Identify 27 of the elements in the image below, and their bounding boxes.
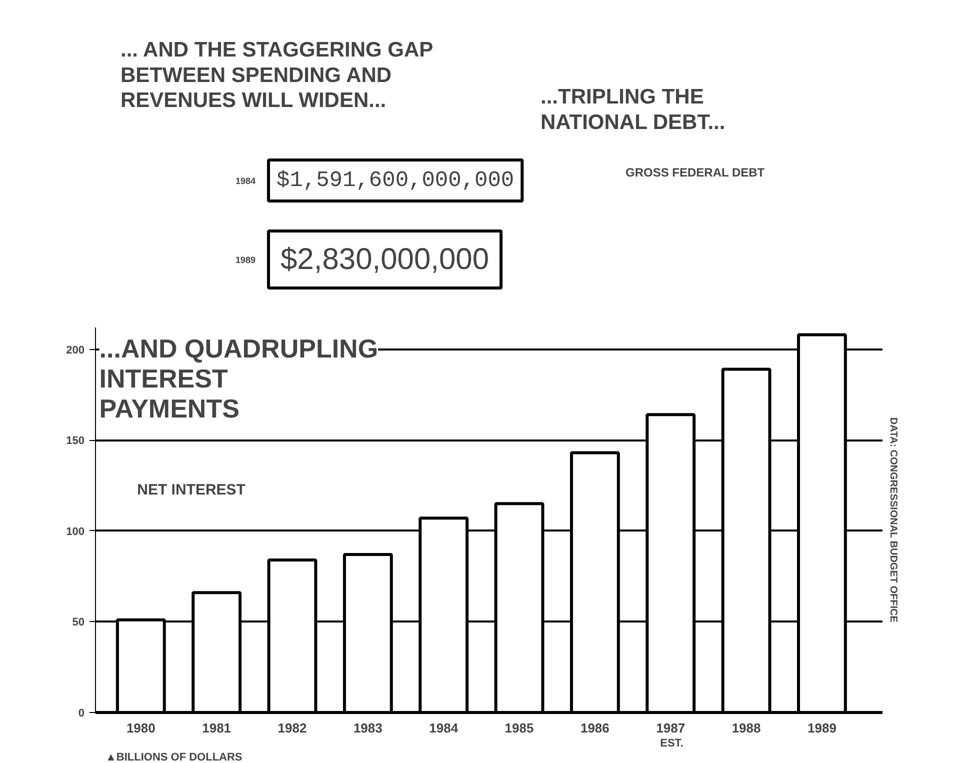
x-tick-label: 1983 — [353, 720, 382, 736]
text: EST. — [660, 738, 684, 750]
x-tick-label: 1989 — [808, 720, 836, 736]
category-label: 1984 — [235, 176, 256, 186]
text: ▲BILLIONS OF DOLLARS — [106, 752, 242, 763]
x-tick-label: 1986 — [580, 720, 610, 736]
text: GROSS FEDERAL DEBT — [626, 166, 766, 180]
data-label: $1,591,600,000,000 — [276, 168, 514, 193]
text: ...TRIPLING THE NATIONAL DEBT... — [540, 86, 726, 134]
category-label: 1989 — [235, 255, 256, 265]
x-tick-label: 1988 — [732, 720, 761, 736]
x-tick-label: 1987 — [656, 720, 686, 736]
x-tick-label: 1982 — [278, 720, 307, 736]
x-tick-label: 1984 — [429, 720, 459, 736]
text: DATA: CONGRESSIONAL BUDGET OFFICE — [888, 417, 898, 623]
text: NET INTEREST — [137, 482, 246, 498]
y-tick-label: 0 — [78, 708, 85, 720]
x-tick-label: 1980 — [126, 720, 156, 736]
y-tick-label: 50 — [72, 616, 85, 629]
x-tick-label: 1985 — [504, 720, 534, 736]
y-tick-label: 200 — [66, 344, 85, 356]
text: ... AND THE STAGGERING GAP BETWEEN SPENDING AND REVENUES WILL WIDEN... — [120, 38, 434, 112]
x-tick-label: 1981 — [202, 720, 232, 736]
data-label: $2,830,000,000 — [280, 243, 490, 276]
y-tick-label: 150 — [66, 435, 85, 448]
y-tick-label: 100 — [66, 526, 85, 538]
text: ...AND QUADRUPLING INTEREST PAYMENTS — [99, 333, 378, 424]
